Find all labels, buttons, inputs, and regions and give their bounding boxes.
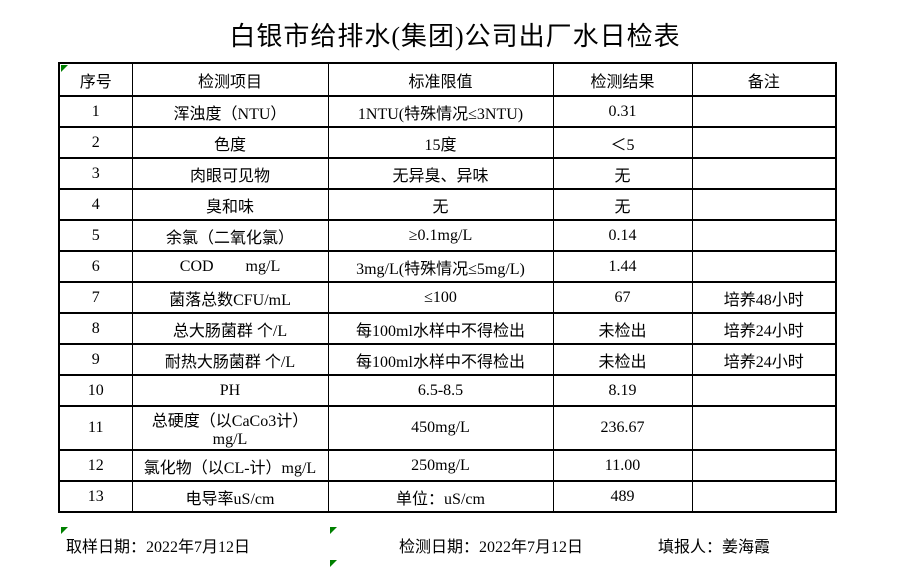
table-row: 8 总大肠菌群 个/L 每100ml水样中不得检出 未检出 培养24小时	[58, 312, 837, 345]
remarks-cell[interactable]	[691, 219, 837, 252]
standard-cell[interactable]: 3mg/L(特殊情况≤5mg/L)	[327, 250, 554, 283]
row-index-cell[interactable]: 9	[58, 343, 133, 376]
standard-cell[interactable]: 15度	[327, 126, 554, 159]
error-indicator-icon	[330, 527, 337, 534]
row-index-cell[interactable]: 8	[58, 312, 133, 345]
item-cell[interactable]: 臭和味	[131, 188, 329, 221]
standard-cell[interactable]: 每100ml水样中不得检出	[327, 343, 554, 376]
remarks-cell[interactable]	[691, 95, 837, 128]
sampling-date-text[interactable]: 取样日期：2022年7月12日	[66, 539, 251, 556]
row-index-cell[interactable]: 13	[58, 480, 133, 513]
item-cell[interactable]: 色度	[131, 126, 329, 159]
column-header-item[interactable]: 检测项目	[131, 62, 329, 97]
table-row: 12 氯化物（以CL-计）mg/L 250mg/L 11.00	[58, 449, 837, 482]
column-header-result[interactable]: 检测结果	[552, 62, 693, 97]
result-cell[interactable]: 未检出	[552, 312, 693, 345]
row-index-cell[interactable]: 6	[58, 250, 133, 283]
row-index-cell[interactable]: 7	[58, 281, 133, 314]
table-row: 6 COD mg/L 3mg/L(特殊情况≤5mg/L) 1.44	[58, 250, 837, 283]
daily-check-table: 序号 检测项目 标准限值 检测结果 备注 1 浑浊度（NTU） 1NTU(特殊情…	[58, 62, 837, 513]
table-row: 3 肉眼可见物 无异臭、异味 无	[58, 157, 837, 190]
item-cell[interactable]: 电导率uS/cm	[131, 480, 329, 513]
item-cell[interactable]: PH	[131, 374, 329, 407]
result-cell[interactable]: 无	[552, 157, 693, 190]
result-cell[interactable]: 未检出	[552, 343, 693, 376]
result-cell[interactable]: 236.67	[552, 405, 693, 451]
remarks-cell[interactable]	[691, 157, 837, 190]
column-header-remarks[interactable]: 备注	[691, 62, 837, 97]
item-cell[interactable]: 肉眼可见物	[131, 157, 329, 190]
row-index-cell[interactable]: 5	[58, 219, 133, 252]
item-cell[interactable]: COD mg/L	[131, 250, 329, 283]
standard-cell[interactable]: 250mg/L	[327, 449, 554, 482]
remarks-cell[interactable]	[691, 126, 837, 159]
reporter-text[interactable]: 填报人：姜海霞	[658, 539, 771, 556]
remarks-cell[interactable]	[691, 250, 837, 283]
table-row: 7 菌落总数CFU/mL ≤100 67 培养48小时	[58, 281, 837, 314]
result-cell[interactable]: 8.19	[552, 374, 693, 407]
item-cell[interactable]: 耐热大肠菌群 个/L	[131, 343, 329, 376]
error-indicator-icon	[330, 560, 337, 567]
column-header-standard[interactable]: 标准限值	[327, 62, 554, 97]
remarks-cell[interactable]	[691, 405, 837, 451]
result-cell[interactable]: 0.31	[552, 95, 693, 128]
standard-cell[interactable]: 无	[327, 188, 554, 221]
result-cell[interactable]: 489	[552, 480, 693, 513]
table-row: 5 余氯（二氧化氯） ≥0.1mg/L 0.14	[58, 219, 837, 252]
remarks-cell[interactable]	[691, 374, 837, 407]
item-cell[interactable]: 余氯（二氧化氯）	[131, 219, 329, 252]
table-row: 2 色度 15度 ＜5	[58, 126, 837, 159]
column-header-index[interactable]: 序号	[58, 62, 133, 97]
remarks-cell[interactable]	[691, 449, 837, 482]
remarks-cell[interactable]: 培养24小时	[691, 343, 837, 376]
result-cell[interactable]: ＜5	[552, 126, 693, 159]
standard-cell[interactable]: 单位：uS/cm	[327, 480, 554, 513]
row-index-cell[interactable]: 1	[58, 95, 133, 128]
standard-cell[interactable]: 1NTU(特殊情况≤3NTU)	[327, 95, 554, 128]
row-index-cell[interactable]: 11	[58, 405, 133, 451]
item-cell[interactable]: 氯化物（以CL-计）mg/L	[131, 449, 329, 482]
result-cell[interactable]: 67	[552, 281, 693, 314]
row-index-cell[interactable]: 10	[58, 374, 133, 407]
standard-cell[interactable]: 无异臭、异味	[327, 157, 554, 190]
remarks-cell[interactable]	[691, 188, 837, 221]
row-index-cell[interactable]: 12	[58, 449, 133, 482]
table-row: 1 浑浊度（NTU） 1NTU(特殊情况≤3NTU) 0.31	[58, 95, 837, 128]
standard-cell[interactable]: ≥0.1mg/L	[327, 219, 554, 252]
table-row: 11 总硬度（以CaCo3计）mg/L 450mg/L 236.67	[58, 405, 837, 451]
table-row: 10 PH 6.5-8.5 8.19	[58, 374, 837, 407]
table-row: 13 电导率uS/cm 单位：uS/cm 489	[58, 480, 837, 513]
remarks-cell[interactable]	[691, 480, 837, 513]
table-row: 9 耐热大肠菌群 个/L 每100ml水样中不得检出 未检出 培养24小时	[58, 343, 837, 376]
error-indicator-icon	[61, 65, 68, 72]
result-cell[interactable]: 11.00	[552, 449, 693, 482]
standard-cell[interactable]: 450mg/L	[327, 405, 554, 451]
standard-cell[interactable]: 6.5-8.5	[327, 374, 554, 407]
standard-cell[interactable]: ≤100	[327, 281, 554, 314]
table-row: 4 臭和味 无 无	[58, 188, 837, 221]
item-cell[interactable]: 浑浊度（NTU）	[131, 95, 329, 128]
item-cell[interactable]: 总硬度（以CaCo3计）mg/L	[131, 405, 329, 451]
remarks-cell[interactable]: 培养48小时	[691, 281, 837, 314]
row-index-cell[interactable]: 2	[58, 126, 133, 159]
result-cell[interactable]: 1.44	[552, 250, 693, 283]
result-cell[interactable]: 无	[552, 188, 693, 221]
row-index-cell[interactable]: 3	[58, 157, 133, 190]
standard-cell[interactable]: 每100ml水样中不得检出	[327, 312, 554, 345]
remarks-cell[interactable]: 培养24小时	[691, 312, 837, 345]
error-indicator-icon	[61, 527, 68, 534]
item-cell[interactable]: 总大肠菌群 个/L	[131, 312, 329, 345]
row-index-cell[interactable]: 4	[58, 188, 133, 221]
page-title: 白银市给排水(集团)公司出厂水日检表	[229, 22, 681, 51]
item-cell[interactable]: 菌落总数CFU/mL	[131, 281, 329, 314]
test-date-text[interactable]: 检测日期：2022年7月12日	[399, 539, 584, 556]
table-header-row: 序号 检测项目 标准限值 检测结果 备注	[58, 62, 837, 97]
result-cell[interactable]: 0.14	[552, 219, 693, 252]
